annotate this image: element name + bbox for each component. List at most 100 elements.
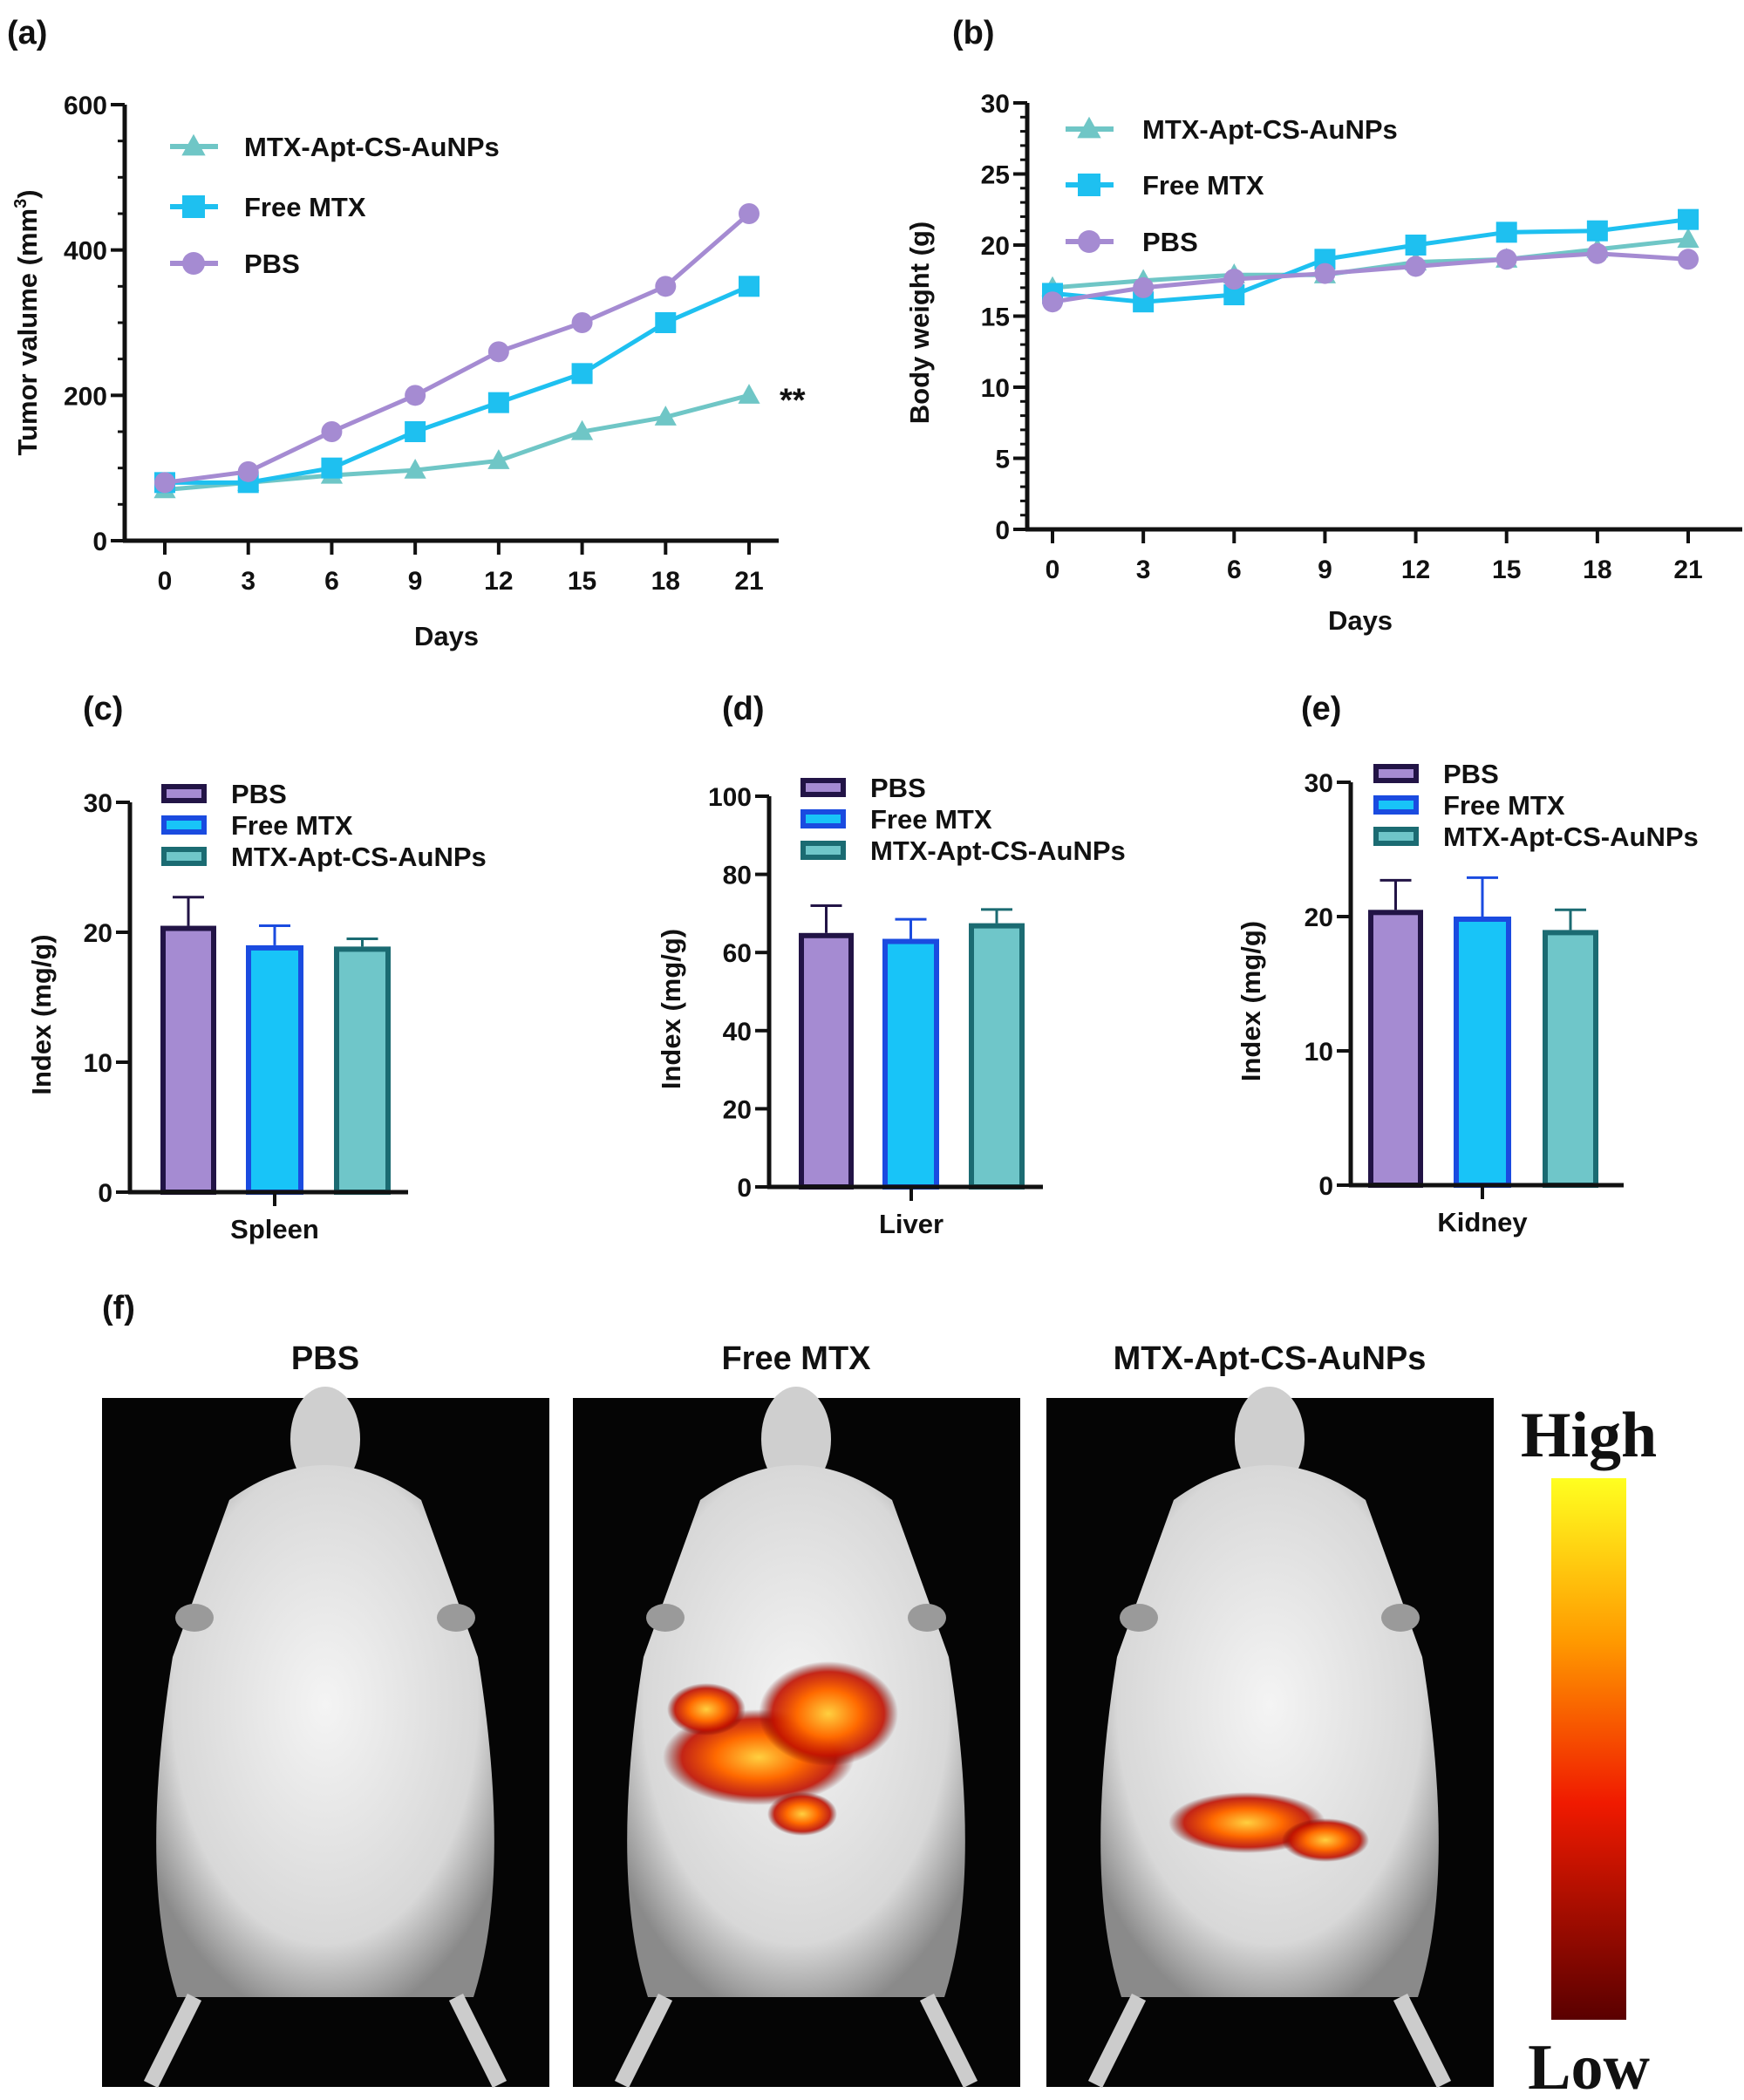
x-tick-label: 3 <box>241 567 255 596</box>
legend-swatch <box>800 841 846 860</box>
mouse-paw <box>908 1604 946 1632</box>
y-tick-label: 0 <box>737 1174 752 1203</box>
y-axis-label: Index (mg/g) <box>1236 921 1266 1081</box>
bar <box>334 946 391 1195</box>
marker-square <box>487 392 509 413</box>
y-axis-label: Tumor valume (mm3) <box>11 189 43 455</box>
y-axis-label: Index (mg/g) <box>26 934 57 1094</box>
mouse-paw <box>1381 1604 1420 1632</box>
legend-label: Free MTX <box>1142 170 1264 201</box>
x-tick-label: 9 <box>1318 556 1332 584</box>
x-tick-label: 6 <box>324 567 339 596</box>
legend-swatch <box>1373 827 1419 846</box>
series-free-mtx <box>154 276 760 494</box>
marker-circle <box>1678 249 1699 270</box>
x-tick-label: 15 <box>568 567 596 596</box>
marker-triangle <box>1077 116 1101 139</box>
mouse-legs <box>143 1993 508 2089</box>
mouse-paw <box>437 1604 475 1632</box>
marker-circle <box>739 203 760 224</box>
bar <box>1368 910 1423 1189</box>
legend-label: PBS <box>870 773 926 803</box>
legend-label: MTX-Apt-CS-AuNPs <box>244 132 500 162</box>
marker-circle <box>321 421 343 442</box>
y-tick-label: 25 <box>981 161 1010 190</box>
fluorescence-signal <box>759 1661 898 1766</box>
x-tick-label: 21 <box>1673 556 1702 584</box>
y-tick-label: 200 <box>64 382 107 411</box>
mouse-image-free-mtx: Free MTX <box>573 1340 1020 2089</box>
marker-square <box>1078 174 1100 196</box>
y-axis-label: Body weight (g) <box>904 222 935 424</box>
y-tick-label: 20 <box>1305 903 1333 932</box>
marker-circle <box>1495 249 1517 270</box>
x-tick-label: 3 <box>1136 556 1151 584</box>
x-axis-label: Days <box>414 621 479 651</box>
marker-circle <box>405 385 426 406</box>
series-line <box>1052 217 1689 304</box>
y-tick-label: 10 <box>84 1049 112 1078</box>
mouse-legs <box>1087 1993 1452 2089</box>
y-tick-label: 0 <box>92 528 107 556</box>
y-tick-label: 100 <box>708 783 752 812</box>
y-tick-label: 600 <box>64 92 107 120</box>
legend-label: MTX-Apt-CS-AuNPs <box>1142 114 1398 145</box>
mouse-body <box>1100 1465 1439 1997</box>
legend-label: PBS <box>1142 227 1198 257</box>
mouse-head <box>290 1387 360 1491</box>
legend-label: PBS <box>231 779 287 809</box>
panel-label: (c) <box>83 691 123 727</box>
y-tick-label: 30 <box>981 90 1010 119</box>
mouse-head <box>1235 1387 1305 1491</box>
series-line <box>165 284 750 485</box>
marker-triangle <box>487 449 510 469</box>
panel-label: (e) <box>1301 691 1341 727</box>
marker-triangle <box>654 406 677 426</box>
marker-circle <box>1133 276 1155 298</box>
mouse-paw <box>1120 1604 1158 1632</box>
marker-triangle <box>404 458 426 479</box>
mouse-head <box>761 1387 831 1491</box>
y-tick-label: 5 <box>995 446 1010 474</box>
x-category-label: Spleen <box>230 1214 319 1244</box>
mouse-legs <box>614 1993 978 2089</box>
mouse-paw <box>646 1604 685 1632</box>
legend-swatch <box>1373 764 1419 783</box>
y-axis-label-end: ) <box>12 189 43 198</box>
x-tick-label: 9 <box>408 567 423 596</box>
series-pbs <box>1042 242 1699 313</box>
y-tick-label: 0 <box>98 1179 112 1208</box>
bar <box>799 932 854 1190</box>
mouse-body <box>156 1465 494 1997</box>
panel-label: (f) <box>102 1290 135 1326</box>
legend-swatch <box>161 815 207 835</box>
y-tick-label: 30 <box>84 789 112 818</box>
y-tick-label: 40 <box>723 1018 752 1047</box>
x-category-label: Kidney <box>1437 1207 1528 1238</box>
legend-label: PBS <box>1443 759 1499 789</box>
group-title: Free MTX <box>721 1340 871 1377</box>
marker-triangle <box>1677 228 1700 249</box>
y-tick-label: 10 <box>981 374 1010 403</box>
y-tick-label: 60 <box>723 939 752 968</box>
legend-label: Free MTX <box>870 804 992 835</box>
legend-label: MTX-Apt-CS-AuNPs <box>231 842 487 872</box>
colorbar-high-label: High <box>1521 1400 1657 1471</box>
bar <box>969 923 1025 1190</box>
marker-square <box>1678 208 1699 230</box>
legend-label: PBS <box>244 249 300 279</box>
legend-swatch <box>1373 795 1419 815</box>
bar <box>1454 917 1511 1188</box>
mouse-paw <box>175 1604 214 1632</box>
marker-square <box>405 421 426 442</box>
y-tick-label: 80 <box>723 862 752 890</box>
marker-circle <box>1314 262 1336 284</box>
x-tick-label: 0 <box>1046 556 1060 584</box>
mouse-image-pbs: PBS <box>102 1340 549 2089</box>
panel-label: (b) <box>952 15 995 51</box>
y-tick-label: 0 <box>995 516 1010 545</box>
fluorescence-signal <box>1282 1818 1369 1862</box>
x-tick-label: 0 <box>158 567 173 596</box>
marker-circle <box>487 341 509 363</box>
